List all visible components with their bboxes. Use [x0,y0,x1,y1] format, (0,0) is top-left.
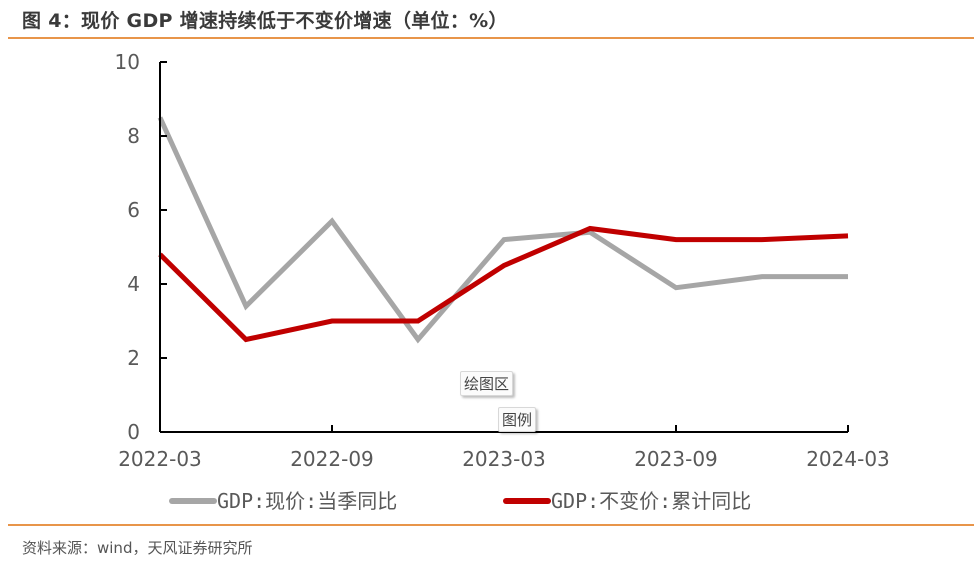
x-tick-label: 2024-03 [806,447,890,471]
y-tick-label: 4 [127,272,140,296]
x-tick-label: 2023-09 [634,447,718,471]
source-note: 资料来源：wind，天风证券研究所 [22,539,253,557]
legend-label-2: GDP:不变价:累计同比 [551,489,751,513]
axes-layer: 0 2 4 6 8 10 2022-03 2022-09 2023-03 2023-09 2024-… [115,50,890,471]
y-tick-label: 0 [127,420,140,444]
source-divider [8,524,974,526]
x-tick-label: 2022-09 [290,447,374,471]
y-tick-label: 8 [127,124,140,148]
y-tick-label: 2 [127,346,140,370]
y-tick-label: 10 [115,50,140,74]
x-tick-label: 2022-03 [118,447,202,471]
series-layer [157,116,849,344]
series-line-2 [158,225,849,343]
legend-tooltip: 图例 [498,407,537,432]
series-line-1 [157,116,848,344]
chart-title: 图 4：现价 GDP 增速持续低于不变价增速（单位：%） [22,10,508,32]
y-tick-label: 6 [127,198,140,222]
plot-area-tooltip: 绘图区 [460,371,514,396]
legend: GDP:现价:当季同比 GDP:不变价:累计同比 [169,489,751,513]
line-chart: 0 2 4 6 8 10 2022-03 2022-09 2023-03 2023-09 2024-… [115,50,890,513]
legend-label-1: GDP:现价:当季同比 [217,489,397,513]
x-tick-label: 2023-03 [462,447,546,471]
title-divider [8,37,974,39]
